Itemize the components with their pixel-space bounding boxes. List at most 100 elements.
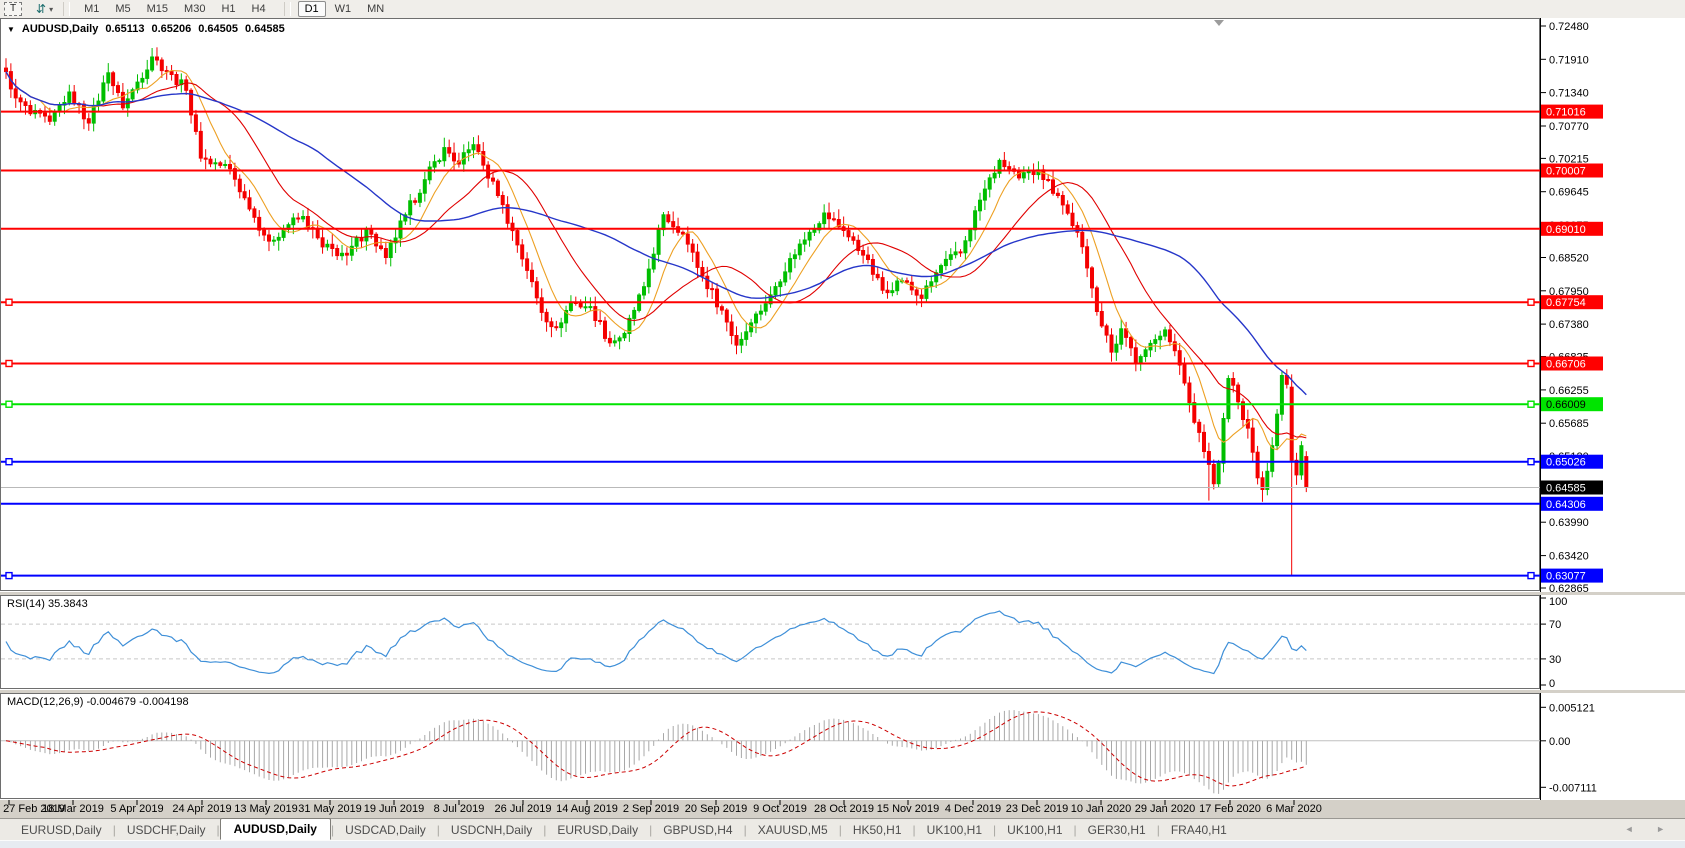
toolbar-separator [283,2,291,16]
date-label: 27 Feb 2019 [3,803,65,815]
date-tick-marks [8,800,1295,805]
timeframe-button-w1[interactable]: W1 [328,1,359,17]
chart-tab-usdchf-daily[interactable]: USDCHF,Daily [126,823,206,837]
timeframe-button-h4[interactable]: H4 [245,1,273,17]
svg-text:0.63990: 0.63990 [1549,517,1589,529]
tab-separator: | [1156,823,1160,837]
ohlc-high: 0.65206 [151,23,192,35]
chart-tab-usdcnh-daily[interactable]: USDCNH,Daily [450,823,533,837]
svg-text:0.62865: 0.62865 [1549,583,1589,592]
svg-text:0.72480: 0.72480 [1549,21,1589,33]
macd-signal-line [5,711,1307,787]
toolbar: T ⇵ ▾ M1 M5 M15 M30 H1 H4 D1 W1 MN [0,0,1685,19]
price-axis[interactable]: 0.72480 0.71910 0.71340 0.70770 0.70215 0.696… [1540,18,1604,592]
svg-text:0.67950: 0.67950 [1549,286,1589,298]
svg-text:-0.007111: -0.007111 [1549,782,1597,794]
date-label: 9 Oct 2019 [753,803,807,815]
chart-tab-usdcad-daily[interactable]: USDCAD,Daily [345,823,426,837]
timeframe-button-m5[interactable]: M5 [108,1,137,17]
chart-tab-fra40-h1[interactable]: FRA40,H1 [1170,823,1227,837]
svg-text:0.66255: 0.66255 [1549,385,1589,397]
svg-text:0.70770: 0.70770 [1549,121,1589,133]
status-strip [0,840,1685,848]
tab-scroll-right-icon[interactable]: ► [1656,824,1675,834]
date-label: 26 Jul 2019 [494,803,552,815]
chart-tab-eurusd-daily[interactable]: EURUSD,Daily [557,823,639,837]
timeframe-button-mn[interactable]: MN [360,1,391,17]
ohlc-close: 0.64585 [245,23,285,35]
date-label: 10 Jan 2020 [1070,803,1132,815]
date-axis[interactable]: 27 Feb 2019 18 Mar 2019 5 Apr 2019 24 Apr 2… [0,800,1685,818]
toolbar-separator [63,2,71,16]
timeframe-button-h1[interactable]: H1 [214,1,242,17]
chart-shift-marker[interactable] [1214,20,1224,26]
tab-separator: | [330,823,335,837]
chart-tab-ger30-h1[interactable]: GER30,H1 [1087,823,1146,837]
svg-text:0.64585: 0.64585 [1546,483,1586,495]
timeframe-button-m1[interactable]: M1 [77,1,106,17]
date-label: 24 Apr 2019 [172,803,232,815]
svg-text:0.66706: 0.66706 [1546,359,1586,371]
date-label: 28 Oct 2019 [814,803,874,815]
date-label: 29 Jan 2020 [1134,803,1196,815]
svg-text:0.68520: 0.68520 [1549,253,1589,265]
chart-tools-button[interactable]: ⇵ ▾ [36,3,53,15]
svg-text:0.66009: 0.66009 [1546,399,1586,411]
tab-scroll-arrows: ◄ ► [1625,824,1675,834]
date-label: 6 Mar 2020 [1266,803,1322,815]
date-label: 19 Jun 2019 [363,803,425,815]
svg-text:0.64306: 0.64306 [1546,499,1586,511]
tab-separator: | [649,823,653,837]
date-label: 2 Sep 2019 [622,803,680,815]
chart-tab-eurusd-daily[interactable]: EURUSD,Daily [21,823,102,837]
ohlc-collapse-icon[interactable]: ▼ [7,24,15,34]
date-label: 18 Mar 2019 [42,803,104,815]
date-label: 5 Apr 2019 [110,803,164,815]
horizontal-sr-lines[interactable] [1,110,1540,580]
svg-text:0.71910: 0.71910 [1549,54,1589,66]
timeframe-button-m15[interactable]: M15 [140,1,175,17]
svg-text:0.005121: 0.005121 [1549,702,1595,714]
chart-tab-xauusd-m5[interactable]: XAUUSD,M5 [757,823,828,837]
timeframe-button-m30[interactable]: M30 [177,1,212,17]
date-label: 13 May 2019 [234,803,298,815]
chart-tab-gbpusd-h4[interactable]: GBPUSD,H4 [663,823,733,837]
timeframe-button-d1[interactable]: D1 [297,1,326,17]
date-label: 14 Aug 2019 [556,803,618,815]
date-label: 20 Sep 2019 [684,803,748,815]
tab-separator: | [1073,823,1077,837]
macd-histogram [10,710,1307,794]
rsi-axis[interactable]: 100 70 30 0 [1540,595,1568,690]
svg-text:0.65685: 0.65685 [1549,418,1589,430]
chart-tab-uk100-h1[interactable]: UK100,H1 [1007,823,1063,837]
svg-text:0.00: 0.00 [1549,736,1570,748]
rsi-line [5,610,1307,675]
chart-tab-uk100-h1[interactable]: UK100,H1 [926,823,983,837]
tab-separator: | [838,823,842,837]
svg-text:0.63420: 0.63420 [1549,551,1589,563]
rsi-panel[interactable]: 100 70 30 0 [0,595,1685,690]
svg-text:0: 0 [1549,678,1555,690]
macd-axis[interactable]: 0.005121 0.00 -0.007111 [1540,693,1597,800]
macd-panel[interactable]: 0.005121 0.00 -0.007111 [0,693,1685,800]
chart-tab-audusd-daily[interactable]: AUDUSD,Daily [219,818,331,840]
chart-tab-hk50-h1[interactable]: HK50,H1 [852,823,902,837]
rsi-label: RSI(14) 35.3843 [7,598,88,610]
tab-separator: | [543,823,547,837]
chart-title: ▼ AUDUSD,Daily 0.65113 0.65206 0.64505 0… [7,23,285,35]
date-label: 31 May 2019 [298,803,362,815]
svg-text:0.63077: 0.63077 [1546,571,1586,583]
tab-separator: | [436,823,440,837]
date-label: 15 Nov 2019 [876,803,940,815]
tab-scroll-left-icon[interactable]: ◄ [1624,824,1644,834]
candlestick-series [4,47,1309,576]
svg-text:30: 30 [1549,654,1561,666]
svg-text:0.71340: 0.71340 [1549,88,1589,100]
tab-separator: | [743,823,747,837]
symbol-label: AUDUSD,Daily [21,23,99,35]
svg-text:0.69645: 0.69645 [1549,187,1589,199]
text-tool-button[interactable]: T [4,2,22,16]
date-label: 4 Dec 2019 [944,803,1002,815]
svg-text:70: 70 [1549,619,1561,631]
main-chart-panel[interactable]: 0.72480 0.71910 0.71340 0.70770 0.70215 0.696… [0,18,1685,592]
